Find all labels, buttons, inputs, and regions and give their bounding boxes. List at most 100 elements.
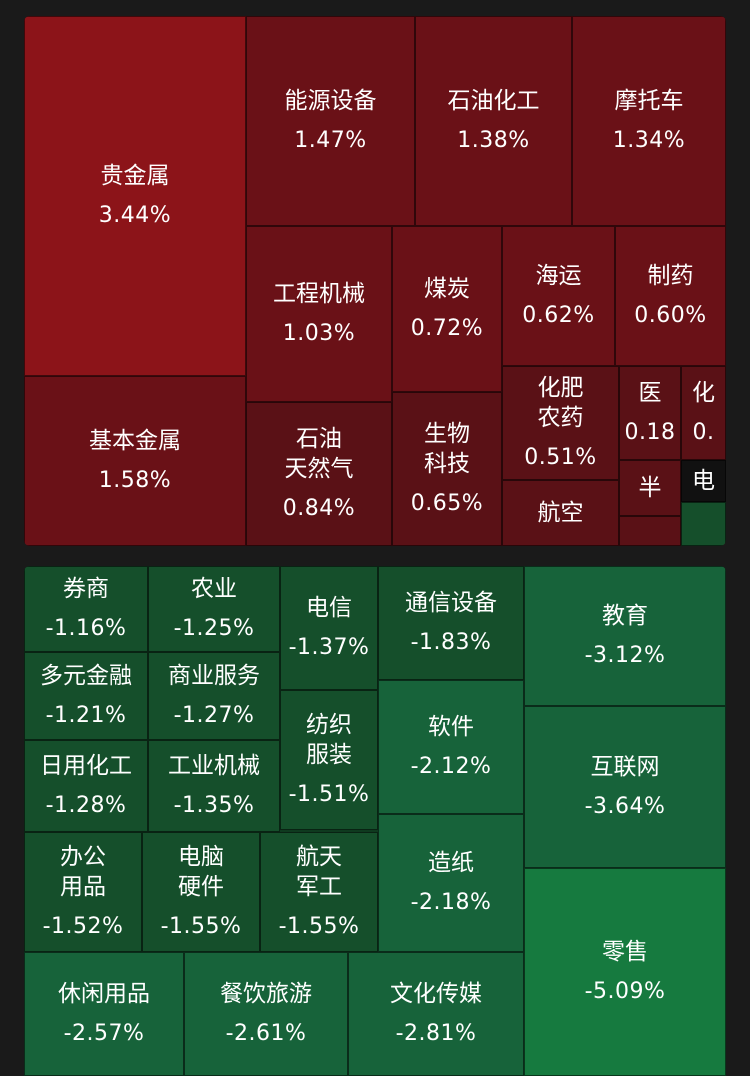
gainer-label: 基本金属 (89, 428, 181, 454)
loser-value: -1.27% (173, 703, 255, 728)
loser-value: -5.09% (584, 979, 666, 1004)
gainer-label: 海运 (535, 263, 582, 289)
gainer-tile[interactable]: 化 0. (681, 366, 726, 460)
losers-panel: 券商 -1.16% 农业 -1.25% 电信 -1.37% 通信设备 -1.83% 教育 -3.1… (24, 566, 726, 1076)
gainer-value: 0.65% (410, 491, 484, 516)
gainer-value: 1.38% (457, 128, 530, 153)
gainer-label: 石油化工 (447, 88, 540, 114)
gainer-tile[interactable]: 化肥 农药 0.51% (502, 366, 619, 480)
gainer-tile[interactable]: 半 (619, 460, 681, 516)
loser-label: 日用化工 (40, 753, 132, 779)
gainer-label: 煤炭 (424, 276, 470, 302)
loser-label: 休闲用品 (58, 981, 150, 1007)
gainer-tile[interactable]: 煤炭 0.72% (392, 226, 502, 392)
loser-value: -2.18% (410, 890, 492, 915)
loser-value: -3.12% (584, 643, 666, 668)
loser-value: -1.51% (288, 782, 370, 807)
gainer-value: 0.18 (624, 420, 676, 445)
loser-tile[interactable]: 多元金融 -1.21% (24, 652, 148, 740)
loser-label: 电信 (306, 595, 352, 621)
loser-tile[interactable]: 电脑 硬件 -1.55% (142, 832, 260, 952)
loser-tile[interactable]: 餐饮旅游 -2.61% (184, 952, 348, 1076)
gainer-label: 航空 (537, 500, 584, 526)
loser-label: 航天 军工 (296, 844, 342, 900)
gainer-label: 半 (638, 475, 662, 501)
loser-value: -1.55% (160, 914, 242, 939)
gainer-label: 生物 科技 (424, 421, 470, 477)
loser-label: 软件 (428, 714, 474, 740)
loser-label: 多元金融 (40, 663, 132, 689)
loser-value: -2.61% (225, 1021, 307, 1046)
loser-value: -1.16% (45, 616, 127, 641)
loser-label: 教育 (602, 603, 648, 629)
gainer-value: 0.84% (282, 496, 356, 521)
gainer-tile[interactable]: 航空 (502, 480, 619, 546)
gainer-tile[interactable]: 石油化工 1.38% (415, 16, 572, 226)
gainer-value: 0. (692, 420, 715, 445)
loser-tile[interactable]: 零售 -5.09% (524, 868, 726, 1076)
loser-tile[interactable]: 商业服务 -1.27% (148, 652, 280, 740)
loser-label: 纺织 服装 (306, 712, 352, 768)
loser-value: -1.55% (278, 914, 360, 939)
loser-value: -3.64% (584, 794, 666, 819)
gainer-tile[interactable]: 工程机械 1.03% (246, 226, 392, 402)
neutral-tile[interactable]: 电 (681, 460, 726, 502)
loser-label: 农业 (191, 576, 237, 602)
loser-value: -1.37% (288, 635, 370, 660)
loser-tile[interactable]: 纺织 服装 -1.51% (280, 690, 378, 830)
gainer-tile[interactable]: 摩托车 1.34% (572, 16, 726, 226)
gainer-tile[interactable]: 海运 0.62% (502, 226, 615, 366)
gainer-label: 石油 天然气 (284, 426, 354, 482)
loser-tile[interactable]: 互联网 -3.64% (524, 706, 726, 868)
gainer-value: 0.60% (634, 303, 707, 328)
gainer-value: 0.72% (410, 316, 484, 341)
gainer-value: 1.47% (294, 128, 367, 153)
loser-tile[interactable]: 教育 -3.12% (524, 566, 726, 706)
loser-tile[interactable]: 办公 用品 -1.52% (24, 832, 142, 952)
gainer-tile[interactable]: 贵金属 3.44% (24, 16, 246, 376)
gainer-value: 1.34% (612, 128, 686, 153)
loser-label: 造纸 (428, 850, 474, 876)
loser-tile[interactable]: 软件 -2.12% (378, 680, 524, 814)
gainer-tile[interactable]: 制药 0.60% (615, 226, 726, 366)
loser-label: 文化传媒 (390, 981, 482, 1007)
loser-label: 零售 (602, 939, 648, 965)
loser-tile[interactable]: 电信 -1.37% (280, 566, 378, 690)
gainers-panel: 贵金属 3.44% 能源设备 1.47% 石油化工 1.38% 摩托车 1.34% 基本金属 1.… (24, 16, 726, 546)
loser-tile[interactable]: 通信设备 -1.83% (378, 566, 524, 680)
gainer-label: 摩托车 (614, 88, 684, 114)
gainer-label: 医 (638, 380, 662, 406)
gainer-label: 能源设备 (284, 88, 377, 114)
loser-label: 通信设备 (405, 590, 497, 616)
loser-tile[interactable]: 日用化工 -1.28% (24, 740, 148, 832)
loser-tile[interactable]: 航天 军工 -1.55% (260, 832, 378, 952)
loser-value: -1.25% (173, 616, 255, 641)
gainer-tile[interactable] (681, 502, 726, 546)
loser-label: 互联网 (590, 754, 660, 780)
gainer-tile[interactable]: 生物 科技 0.65% (392, 392, 502, 546)
loser-tile[interactable]: 文化传媒 -2.81% (348, 952, 524, 1076)
gainer-value: 1.58% (98, 468, 172, 493)
loser-label: 办公 用品 (60, 844, 106, 900)
gainer-tile[interactable]: 石油 天然气 0.84% (246, 402, 392, 546)
gainer-label: 贵金属 (100, 163, 170, 189)
gainer-label: 制药 (647, 263, 694, 289)
gainer-label: 化肥 农药 (537, 375, 584, 431)
loser-value: -1.52% (42, 914, 124, 939)
loser-tile[interactable]: 休闲用品 -2.57% (24, 952, 184, 1076)
gainer-tile[interactable]: 基本金属 1.58% (24, 376, 246, 546)
loser-label: 券商 (63, 576, 109, 602)
gainer-tile[interactable]: 医 0.18 (619, 366, 681, 460)
gainer-value: 0.51% (524, 445, 597, 470)
loser-value: -2.12% (410, 754, 492, 779)
loser-tile[interactable]: 工业机械 -1.35% (148, 740, 280, 832)
loser-tile[interactable]: 造纸 -2.18% (378, 814, 524, 952)
gainer-label: 化 (692, 380, 715, 406)
gainer-tile[interactable] (619, 516, 681, 546)
loser-label: 电脑 硬件 (178, 844, 224, 900)
loser-tile[interactable]: 券商 -1.16% (24, 566, 148, 652)
loser-tile[interactable]: 农业 -1.25% (148, 566, 280, 652)
loser-value: -2.81% (395, 1021, 477, 1046)
gainer-tile[interactable]: 能源设备 1.47% (246, 16, 415, 226)
loser-value: -1.83% (410, 630, 492, 655)
